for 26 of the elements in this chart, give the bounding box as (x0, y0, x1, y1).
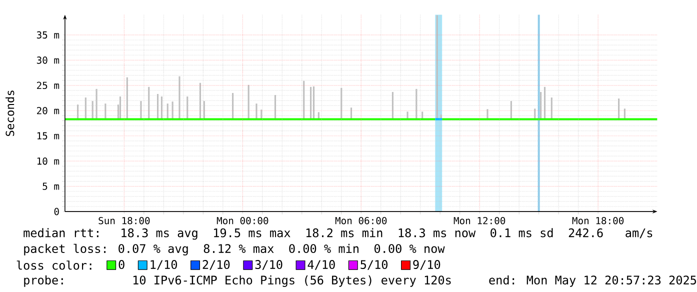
legend-label: 5/10 (360, 260, 388, 270)
y-tick-label: 15 m (37, 132, 60, 140)
x-tick-label: Mon 12:00 (454, 216, 506, 224)
legend-label: 0 (118, 260, 124, 269)
y-tick-label: 35 m (36, 31, 60, 38)
x-tick-label: Mon 06:00 (335, 216, 387, 224)
legend-label: 3/10 (255, 260, 282, 270)
legend-label: 9/10 (413, 260, 440, 270)
y-axis-title: Seconds (6, 90, 14, 136)
legend-title: loss color: (16, 260, 92, 270)
y-tick-label: 20 m (37, 106, 60, 114)
text: packet loss: 0.07 % avg 8.12 % max 0.00 % min 0.00 % now (24, 244, 445, 256)
text: probe: 10 IPv6-ICMP Echo Pings (56 Bytes) every 120s (24, 275, 451, 287)
legend-label: 2/10 (202, 260, 230, 270)
x-tick-label: Mon 00:00 (216, 216, 268, 224)
y-tick-label: 25 m (37, 82, 60, 89)
text: end: Mon May 12 20:57:23 2025 (489, 275, 696, 287)
legend-label: 4/10 (308, 260, 335, 270)
legend-label: 1/10 (150, 260, 177, 270)
y-tick-label: 10 m (37, 157, 60, 165)
x-tick-label: Sun 18:00 (98, 216, 150, 224)
y-tick-label: 5 m (42, 182, 60, 190)
y-tick-label: 0 (54, 208, 59, 216)
y-tick-label: 30 m (36, 56, 60, 64)
x-tick-label: Mon 18:00 (572, 216, 624, 224)
text: median rtt: 18.3 ms avg 19.5 ms max 18.2 ms min 18.3 ms now 0.1 ms sd 242.6 am/s (24, 228, 652, 240)
